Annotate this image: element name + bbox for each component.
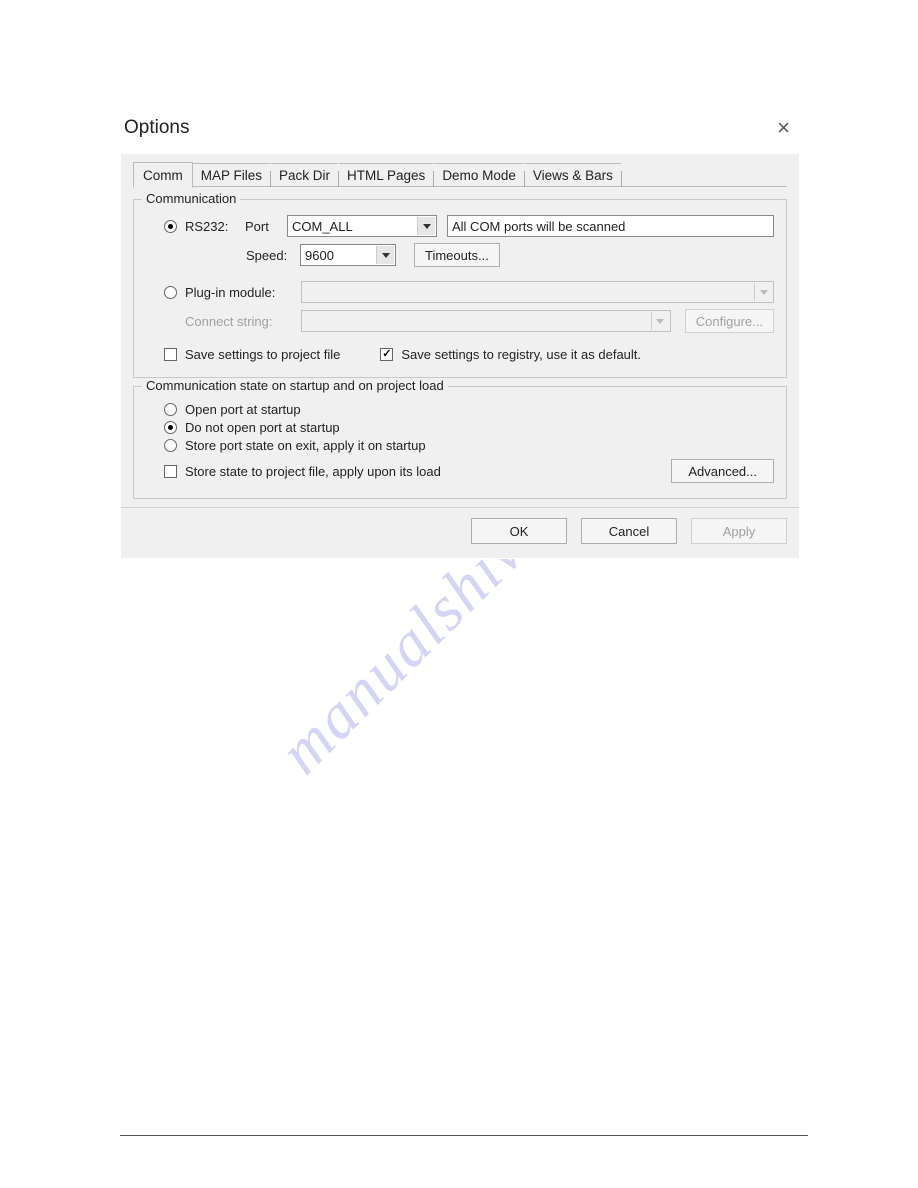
dropdown-port[interactable]: COM_ALL: [287, 215, 437, 237]
label-store-exit: Store port state on exit, apply it on st…: [185, 438, 426, 453]
bottom-button-bar: OK Cancel Apply: [133, 518, 787, 544]
row-startup-opt-1: Do not open port at startup: [146, 420, 774, 435]
radio-store-exit[interactable]: [164, 439, 177, 452]
row-save-options: Save settings to project file Save setti…: [146, 347, 774, 362]
fieldset-startup-state: Communication state on startup and on pr…: [133, 386, 787, 499]
tab-strip: Comm MAP Files Pack Dir HTML Pages Demo …: [133, 162, 787, 187]
tab-demo-mode[interactable]: Demo Mode: [434, 163, 524, 187]
row-rs232: RS232: Port COM_ALL All COM ports will b…: [146, 215, 774, 237]
label-save-project: Save settings to project file: [185, 347, 340, 362]
tab-separator: [621, 171, 622, 187]
textbox-port-desc: All COM ports will be scanned: [447, 215, 774, 237]
label-port: Port: [245, 219, 287, 234]
apply-button: Apply: [691, 518, 787, 544]
tab-map-files[interactable]: MAP Files: [193, 163, 270, 187]
fieldset-communication: Communication RS232: Port COM_ALL All CO…: [133, 199, 787, 378]
label-speed: Speed:: [246, 248, 300, 263]
row-startup-opt-0: Open port at startup: [146, 402, 774, 417]
row-plugin: Plug-in module:: [146, 281, 774, 303]
window-title: Options: [124, 117, 189, 139]
radio-no-open-startup[interactable]: [164, 421, 177, 434]
titlebar: Options ×: [120, 115, 800, 153]
dialog-window: Options × Comm MAP Files Pack Dir HTML P…: [120, 115, 800, 559]
checkbox-save-registry[interactable]: [380, 348, 393, 361]
port-desc-value: All COM ports will be scanned: [452, 219, 625, 234]
chevron-down-icon: [754, 283, 772, 301]
dropdown-connect-string: [301, 310, 671, 332]
advanced-button[interactable]: Advanced...: [671, 459, 774, 483]
radio-plugin[interactable]: [164, 286, 177, 299]
chevron-down-icon: [376, 246, 394, 264]
checkbox-store-project[interactable]: [164, 465, 177, 478]
chevron-down-icon: [417, 217, 435, 235]
dropdown-port-value: COM_ALL: [292, 219, 353, 234]
radio-rs232[interactable]: [164, 220, 177, 233]
dialog-body: Comm MAP Files Pack Dir HTML Pages Demo …: [120, 153, 800, 559]
ok-button[interactable]: OK: [471, 518, 567, 544]
tab-html-pages[interactable]: HTML Pages: [339, 163, 433, 187]
label-rs232: RS232:: [185, 219, 245, 234]
cancel-button[interactable]: Cancel: [581, 518, 677, 544]
label-open-startup: Open port at startup: [185, 402, 301, 417]
tab-pack-dir[interactable]: Pack Dir: [271, 163, 338, 187]
label-no-open-startup: Do not open port at startup: [185, 420, 340, 435]
label-plugin: Plug-in module:: [185, 285, 301, 300]
dropdown-plugin: [301, 281, 774, 303]
chevron-down-icon: [651, 312, 669, 330]
tab-comm[interactable]: Comm: [133, 162, 193, 188]
configure-button: Configure...: [685, 309, 774, 333]
label-save-registry: Save settings to registry, use it as def…: [401, 347, 641, 362]
row-connect-string: Connect string: Configure...: [146, 309, 774, 333]
dropdown-speed-value: 9600: [305, 248, 334, 263]
checkbox-save-project[interactable]: [164, 348, 177, 361]
close-icon[interactable]: ×: [771, 115, 796, 141]
row-speed: Speed: 9600 Timeouts...: [146, 243, 774, 267]
row-store-project: Store state to project file, apply upon …: [146, 459, 774, 483]
label-connect-string: Connect string:: [185, 314, 301, 329]
radio-open-startup[interactable]: [164, 403, 177, 416]
page-footer-rule: [120, 1135, 808, 1136]
legend-startup-state: Communication state on startup and on pr…: [142, 378, 448, 393]
separator-line: [121, 507, 799, 508]
row-startup-opt-2: Store port state on exit, apply it on st…: [146, 438, 774, 453]
legend-communication: Communication: [142, 191, 240, 206]
dropdown-speed[interactable]: 9600: [300, 244, 396, 266]
tab-views-bars[interactable]: Views & Bars: [525, 163, 621, 187]
timeouts-button[interactable]: Timeouts...: [414, 243, 500, 267]
label-store-project: Store state to project file, apply upon …: [185, 464, 441, 479]
